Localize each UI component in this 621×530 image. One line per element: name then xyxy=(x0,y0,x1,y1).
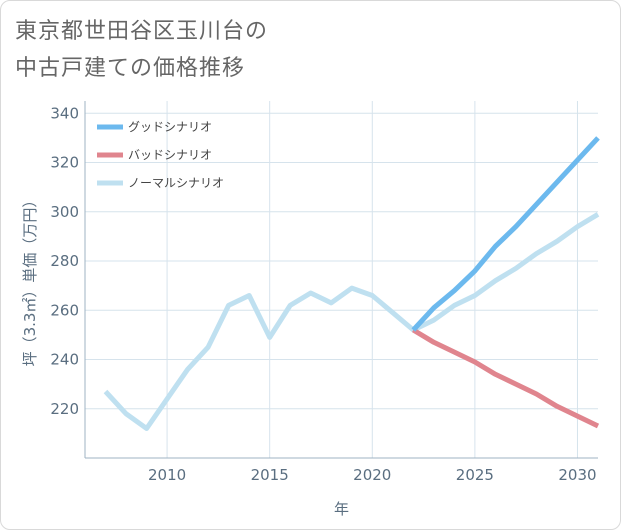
x-tick-label: 2025 xyxy=(456,466,494,484)
chart-title-line-1: 東京都世田谷区玉川台の xyxy=(15,19,269,44)
y-tick-label: 240 xyxy=(50,351,79,369)
series-line xyxy=(412,327,600,429)
y-tick-label: 280 xyxy=(50,252,79,270)
y-tick-label: 340 xyxy=(50,104,79,122)
legend-label: ノーマルシナリオ xyxy=(128,176,224,190)
y-tick-label: 300 xyxy=(50,203,79,221)
legend-label: バッドシナリオ xyxy=(128,148,212,162)
x-tick-label: 2015 xyxy=(251,466,289,484)
series-line xyxy=(103,212,600,431)
x-axis-title: 年 xyxy=(334,500,349,518)
y-axis-title: 坪（3.3㎡）単価（万円） xyxy=(21,193,39,367)
x-tick-label: 2020 xyxy=(353,466,391,484)
y-tick-label: 260 xyxy=(50,301,79,319)
chart-title-line-2: 中古戸建ての価格推移 xyxy=(15,56,246,81)
chart-title: 東京都世田谷区玉川台の 中古戸建ての価格推移 xyxy=(15,13,268,87)
y-tick-label: 220 xyxy=(50,400,79,418)
legend-label: グッドシナリオ xyxy=(128,120,212,134)
axes: 220 240 260 280 300 320 340 2010 2015 2020 2025 203… xyxy=(50,101,598,484)
y-tick-label: 320 xyxy=(50,154,79,172)
series-line xyxy=(411,136,600,332)
data-series xyxy=(103,136,600,431)
x-tick-label: 2030 xyxy=(558,466,596,484)
x-tick-label: 2010 xyxy=(148,466,186,484)
